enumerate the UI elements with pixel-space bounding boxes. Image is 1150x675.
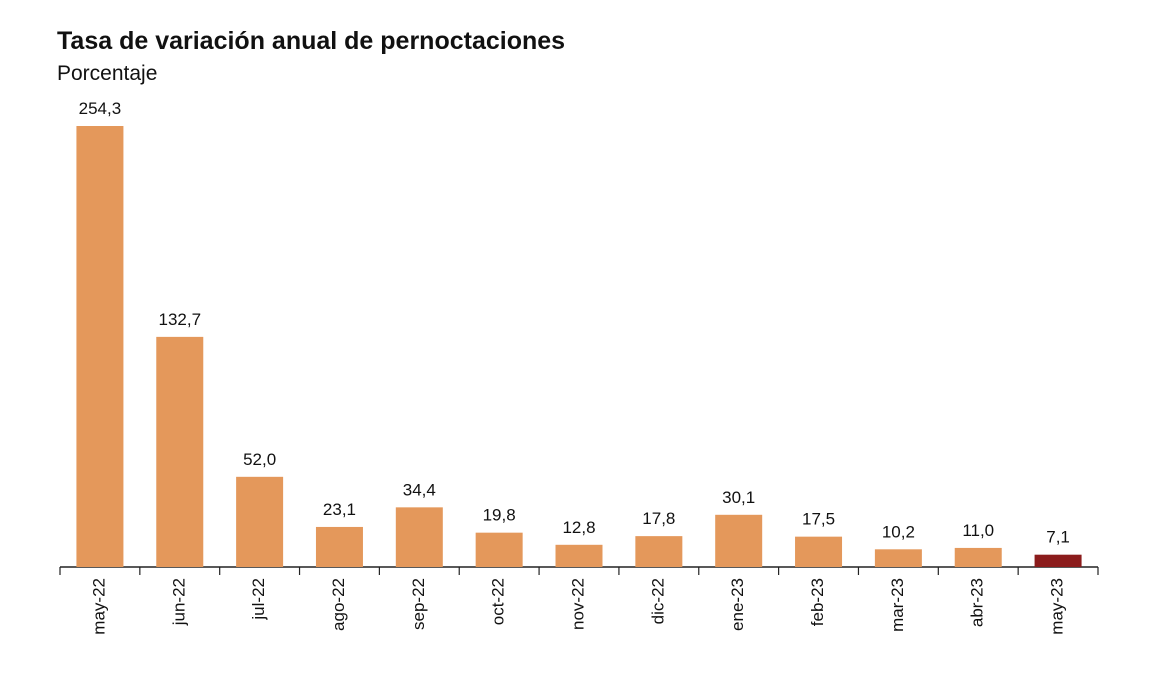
- x-tick-label: feb-23: [808, 578, 827, 626]
- bar: [475, 532, 523, 567]
- data-label: 23,1: [323, 500, 356, 519]
- data-label: 17,5: [802, 510, 835, 529]
- x-tick-label: nov-22: [568, 578, 587, 630]
- data-label: 10,2: [882, 522, 915, 541]
- bar: [874, 549, 922, 567]
- x-tick-label: dic-22: [648, 578, 667, 624]
- data-label: 132,7: [158, 310, 201, 329]
- data-label: 34,4: [403, 480, 436, 499]
- x-tick-label: ago-22: [329, 578, 348, 631]
- bar: [156, 336, 204, 567]
- bar: [315, 526, 363, 567]
- x-tick-label: sep-22: [409, 578, 428, 630]
- x-tick-label: mar-23: [888, 578, 907, 632]
- bar: [635, 536, 683, 567]
- bar: [1034, 554, 1082, 567]
- bar: [236, 476, 284, 567]
- bar: [395, 507, 443, 567]
- data-label: 30,1: [722, 488, 755, 507]
- x-tick-label: jun-22: [169, 578, 188, 626]
- chart-subtitle: Porcentaje: [57, 62, 157, 85]
- data-label: 254,3: [79, 99, 122, 118]
- x-tick-label: ene-23: [728, 578, 747, 631]
- x-tick-label: abr-23: [968, 578, 987, 627]
- bar: [954, 547, 1002, 567]
- x-tick-label: may-22: [89, 578, 108, 635]
- x-tick-label: jul-22: [249, 578, 268, 621]
- data-label: 7,1: [1046, 528, 1070, 547]
- data-label: 17,8: [642, 509, 675, 528]
- x-tick-label: may-23: [1048, 578, 1067, 635]
- data-label: 12,8: [562, 518, 595, 537]
- bar: [76, 126, 124, 567]
- data-label: 11,0: [962, 521, 994, 540]
- x-tick-label: oct-22: [489, 578, 508, 625]
- chart-title: Tasa de variación anual de pernoctacione…: [57, 27, 565, 55]
- data-label: 52,0: [243, 450, 276, 469]
- data-label: 19,8: [483, 506, 516, 525]
- bar: [795, 536, 843, 567]
- bar: [555, 544, 603, 567]
- bar: [715, 514, 763, 567]
